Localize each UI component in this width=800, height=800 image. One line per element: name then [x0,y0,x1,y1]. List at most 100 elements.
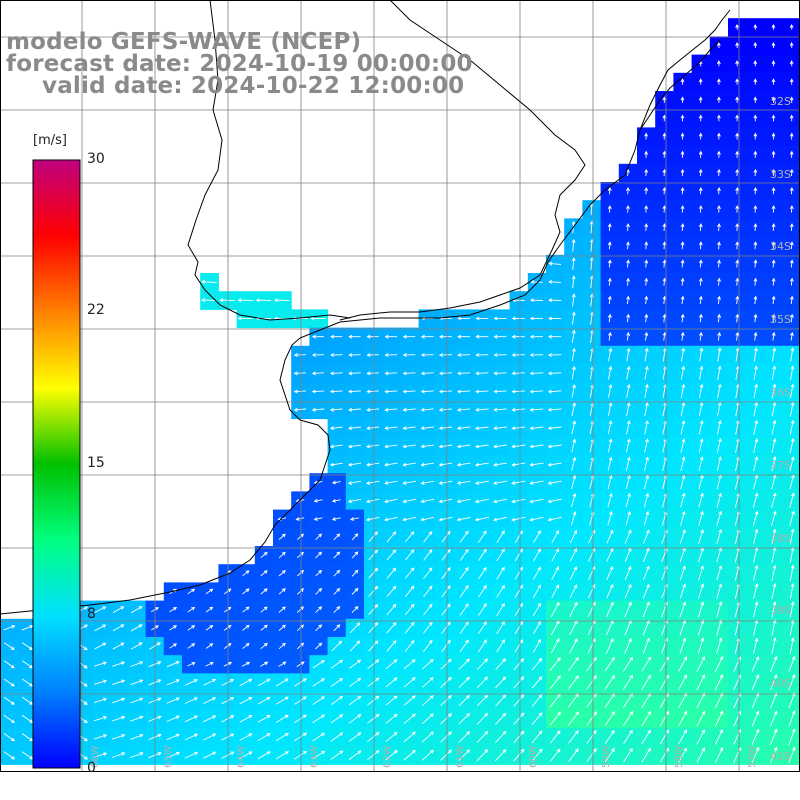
latitude-label: 38S [770,532,791,545]
wind-arrow [623,747,633,763]
wind-arrow [771,619,777,636]
wind-arrow [278,661,287,667]
wind-arrow [421,749,434,761]
wind-arrow [753,564,759,581]
latitude-label: 33S [770,168,791,181]
wind-arrow [662,295,667,305]
wind-arrow [475,334,489,339]
wind-arrow [242,570,250,577]
wind-arrow [771,96,776,103]
wind-arrow [769,746,778,764]
wind-arrow [567,711,579,726]
wind-arrow [420,389,434,394]
wind-arrow [769,728,778,745]
wind-arrow [571,456,577,471]
wind-arrow [420,407,434,412]
wind-arrow [698,492,704,508]
wind-arrow [753,419,759,435]
wind-arrow [569,529,578,544]
wind-arrow [789,42,794,49]
wind-arrow [623,674,633,690]
wind-arrow [753,528,759,545]
wind-arrow [717,313,722,323]
wind-arrow [608,331,612,341]
wind-arrow [347,444,361,449]
wind-arrow [330,732,344,742]
wind-arrow [475,371,489,376]
wind-arrow [130,624,143,632]
wind-arrow [659,692,669,709]
wind-arrow [643,510,650,526]
wind-arrow [607,492,613,508]
wind-arrow [458,731,471,743]
wind-arrow [662,259,667,268]
wind-arrow [187,606,196,613]
wind-arrow [529,426,544,431]
wind-arrow [368,531,379,543]
wind-arrow [716,565,723,581]
wind-arrow [385,731,398,743]
wind-arrow [367,731,380,742]
wind-arrow [368,585,379,597]
wind-arrow [169,625,178,631]
wind-arrow [404,531,415,543]
wind-arrow [514,602,523,617]
wind-arrow [312,696,326,705]
wind-arrow [714,747,724,763]
wind-arrow [548,298,562,303]
wind-arrow [680,96,685,103]
wind-arrow [533,530,541,544]
wind-arrow [625,492,631,508]
wind-arrow [751,692,760,709]
wind-arrow [641,692,652,709]
wind-arrow [605,601,614,618]
wind-arrow [475,426,489,431]
wind-arrow [423,530,433,543]
wind-arrow [717,168,721,177]
wind-arrow [604,747,615,763]
wind-arrow [404,585,415,598]
wind-arrow [458,749,471,761]
wind-arrow [205,606,214,613]
wind-arrow [789,601,795,618]
wind-arrow [275,696,289,705]
wind-arrow [294,696,307,705]
wind-arrow [221,733,235,741]
wind-arrow [456,389,471,394]
wind-arrow [221,715,235,723]
wind-arrow [789,437,795,454]
wind-arrow [311,371,325,376]
wind-arrow [568,730,579,744]
wind-arrow [571,384,576,398]
wind-arrow [496,621,505,635]
wind-arrow [680,331,685,341]
wind-arrow [789,150,794,158]
wind-arrow [275,733,289,742]
wind-arrow [348,695,362,706]
wind-arrow [112,624,125,632]
wind-arrow [716,637,723,655]
wind-arrow [717,186,721,195]
wind-arrow [571,365,576,380]
wind-arrow [495,730,507,744]
wind-arrow [403,713,416,724]
wind-arrow [735,295,740,305]
wind-arrow [606,547,614,562]
wind-arrow [421,731,434,743]
wind-arrow [789,277,794,286]
longitude-label: 61W [455,745,466,768]
wind-arrow [717,277,721,286]
wind-arrow [698,150,703,158]
wind-arrow [789,528,795,545]
wind-arrow [644,401,649,417]
wind-arrow [789,114,794,122]
wind-arrow [459,621,469,634]
lat-lon-grid [0,0,800,772]
wind-arrow [624,565,632,581]
wind-arrow [753,401,759,417]
wind-arrow [789,313,794,323]
wind-arrow [514,639,524,653]
wind-arrow [547,444,562,449]
wind-arrow [440,749,453,761]
